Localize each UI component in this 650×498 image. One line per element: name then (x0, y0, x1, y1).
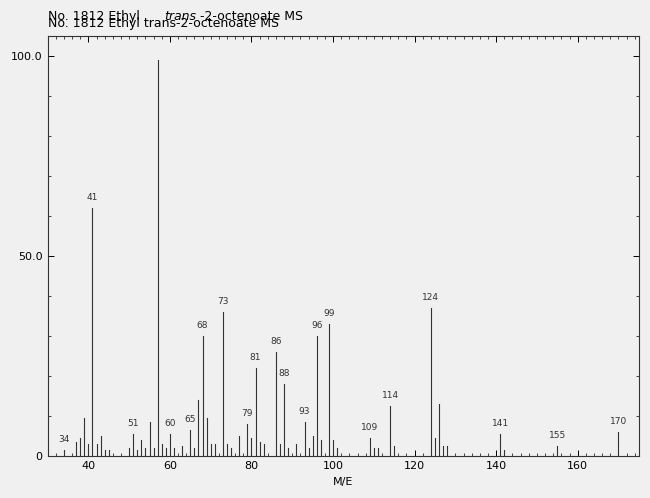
Text: 86: 86 (270, 337, 281, 346)
Text: No. 1812 Ethyl trans-2-octenoate MS: No. 1812 Ethyl trans-2-octenoate MS (47, 17, 279, 30)
Text: 170: 170 (610, 417, 627, 426)
Text: 41: 41 (86, 193, 98, 202)
Text: 109: 109 (361, 423, 378, 432)
X-axis label: M/E: M/E (333, 477, 354, 487)
Text: 88: 88 (278, 370, 290, 378)
Text: 68: 68 (197, 321, 208, 330)
Text: 93: 93 (299, 407, 310, 416)
Text: 114: 114 (382, 391, 398, 400)
Text: -2-octenoate MS: -2-octenoate MS (200, 10, 303, 23)
Text: 141: 141 (491, 419, 509, 428)
Text: 60: 60 (164, 419, 176, 428)
Text: 81: 81 (250, 353, 261, 362)
Text: 73: 73 (217, 297, 229, 306)
Text: 155: 155 (549, 431, 566, 440)
Text: 65: 65 (185, 415, 196, 424)
Text: 124: 124 (422, 293, 439, 302)
Text: 51: 51 (127, 419, 139, 428)
Text: 99: 99 (323, 309, 335, 318)
Text: No. 1812 Ethyl: No. 1812 Ethyl (47, 10, 144, 23)
Text: trans: trans (164, 10, 197, 23)
Text: 34: 34 (58, 435, 70, 444)
Text: 96: 96 (311, 321, 322, 330)
Text: 79: 79 (242, 409, 253, 418)
